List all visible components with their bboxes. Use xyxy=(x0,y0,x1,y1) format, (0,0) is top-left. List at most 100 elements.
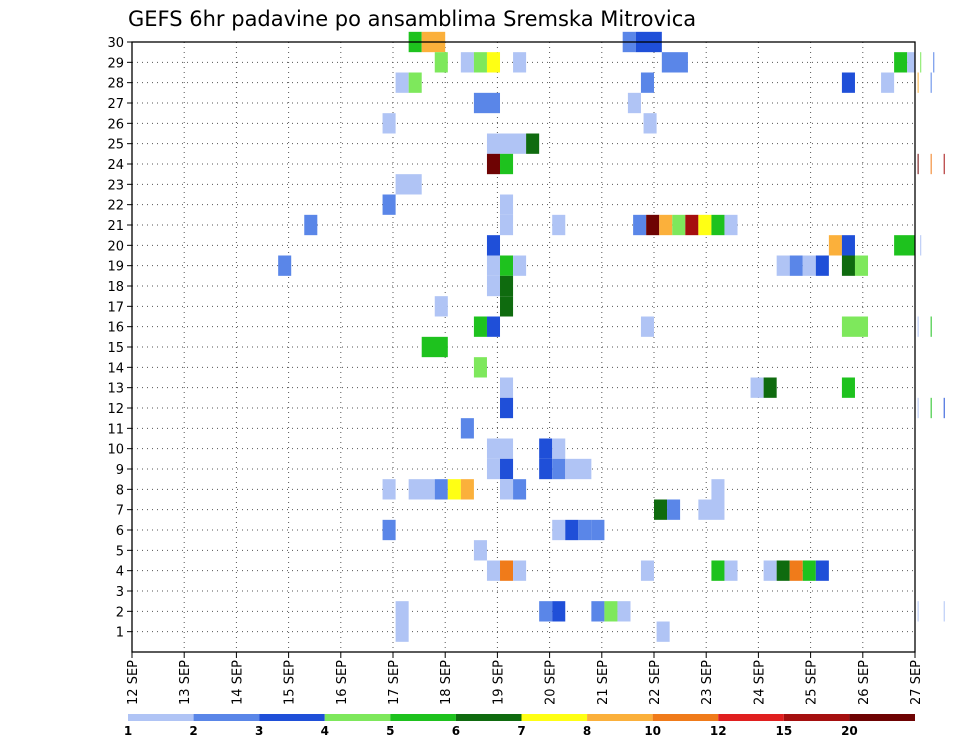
x-tick-label: 12 SEP xyxy=(126,660,141,705)
y-tick-label: 14 xyxy=(107,361,124,376)
precip-cell xyxy=(473,540,487,561)
color-legend: 1 2 3 4 5 6 7 8 10 12 15 20 xyxy=(124,714,915,738)
precip-cell xyxy=(943,601,945,622)
y-tick-label: 6 xyxy=(116,524,124,539)
legend-swatch xyxy=(390,714,456,721)
precip-cell xyxy=(486,438,514,459)
precip-cell xyxy=(278,255,292,276)
y-tick-label: 9 xyxy=(116,463,124,478)
x-tick-label: 27 SEP xyxy=(909,660,924,705)
legend-swatch xyxy=(259,714,325,721)
precip-cell xyxy=(382,519,396,541)
precip-cell xyxy=(881,72,895,93)
precip-cell xyxy=(395,174,422,195)
precip-cell xyxy=(776,560,790,581)
precip-cell xyxy=(460,418,474,439)
precip-cell xyxy=(917,153,919,175)
y-tick-label: 21 xyxy=(107,219,124,234)
precip-cell xyxy=(917,72,919,93)
y-tick-label: 1 xyxy=(116,626,124,641)
precip-cell xyxy=(526,133,540,154)
precip-cell xyxy=(500,194,514,215)
precip-cell xyxy=(304,214,318,236)
y-tick-label: 28 xyxy=(107,77,124,92)
precip-cell xyxy=(578,519,592,541)
y-tick-label: 27 xyxy=(107,97,124,112)
precip-cell xyxy=(447,479,461,500)
legend-swatch xyxy=(849,714,915,721)
y-axis-ticks: 1234567891011121314151617181920212223242… xyxy=(107,36,132,641)
precip-cell xyxy=(395,621,409,642)
precip-cell xyxy=(841,235,855,256)
y-tick-label: 16 xyxy=(107,321,124,336)
precip-cell xyxy=(917,397,919,419)
precip-cell xyxy=(627,92,641,114)
precip-cell xyxy=(513,560,527,581)
x-tick-label: 16 SEP xyxy=(335,660,350,705)
x-tick-label: 17 SEP xyxy=(387,660,402,705)
precip-cell xyxy=(763,377,777,398)
precip-cell xyxy=(750,377,764,398)
precip-cell xyxy=(434,52,448,73)
y-tick-label: 4 xyxy=(116,565,124,580)
y-tick-label: 24 xyxy=(107,158,124,173)
precip-cell xyxy=(473,92,501,114)
precip-cell xyxy=(421,336,448,358)
precip-cell xyxy=(802,255,816,276)
x-tick-label: 19 SEP xyxy=(491,660,506,705)
y-tick-label: 3 xyxy=(116,585,124,600)
legend-label: 7 xyxy=(517,724,525,738)
x-tick-label: 14 SEP xyxy=(230,660,245,705)
x-tick-label: 18 SEP xyxy=(439,660,454,705)
legend-label: 15 xyxy=(775,724,792,738)
precip-cell xyxy=(460,52,474,73)
legend-swatch xyxy=(718,714,784,721)
precip-cell xyxy=(552,519,566,541)
precip-cell xyxy=(486,133,527,154)
precip-cell xyxy=(500,479,514,500)
precip-cell xyxy=(486,316,501,337)
precip-cell xyxy=(565,519,579,541)
y-tick-label: 25 xyxy=(107,138,124,153)
legend-swatch xyxy=(324,714,391,721)
precip-cell xyxy=(460,479,474,500)
x-tick-label: 25 SEP xyxy=(805,660,820,705)
precip-cell xyxy=(591,601,605,622)
precip-cell xyxy=(685,214,699,236)
legend-swatch xyxy=(455,714,522,721)
precip-cell xyxy=(640,316,654,337)
precip-cell xyxy=(473,52,487,73)
y-tick-label: 12 xyxy=(107,402,124,417)
precip-cell xyxy=(552,458,566,480)
precip-cell xyxy=(854,255,869,276)
y-tick-label: 5 xyxy=(116,544,124,559)
precip-cell xyxy=(815,255,829,276)
precip-cell xyxy=(789,255,803,276)
legend-swatch xyxy=(587,714,653,721)
precip-cell xyxy=(513,255,527,276)
legend-swatch xyxy=(521,714,588,721)
y-tick-label: 15 xyxy=(107,341,124,356)
precip-cell xyxy=(434,296,448,317)
x-tick-label: 23 SEP xyxy=(700,660,715,705)
precip-cell xyxy=(513,52,527,73)
precip-cell xyxy=(408,479,435,500)
precip-cell xyxy=(640,560,654,581)
precipitation-cells xyxy=(278,31,945,642)
legend-label: 3 xyxy=(255,724,263,738)
precip-cell xyxy=(930,316,932,337)
precip-cell xyxy=(486,153,501,175)
legend-label: 5 xyxy=(386,724,394,738)
precip-cell xyxy=(841,377,855,398)
precip-cell xyxy=(930,153,932,175)
y-tick-label: 29 xyxy=(107,56,124,71)
precip-cell xyxy=(930,72,932,93)
precip-cell xyxy=(894,52,908,73)
precip-cell xyxy=(643,113,657,134)
precip-cell xyxy=(486,255,501,276)
precip-cell xyxy=(500,255,514,276)
precip-cell xyxy=(724,560,738,581)
precip-cell xyxy=(486,458,501,480)
precip-cell xyxy=(841,72,855,93)
